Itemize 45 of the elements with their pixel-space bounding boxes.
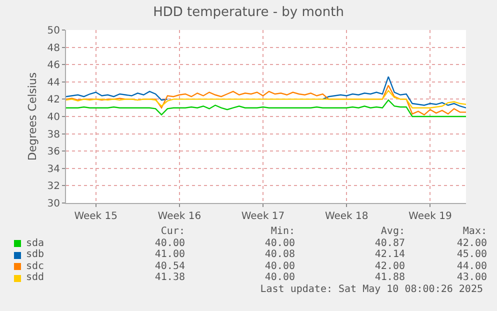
text: Cur:	[160, 226, 185, 238]
y-tick-label: 46	[47, 60, 60, 72]
text: 42.00	[374, 260, 405, 272]
y-tick-label: 40	[47, 112, 60, 123]
y-tick-label: 36	[47, 146, 60, 158]
x-tick-label: Week 17	[241, 211, 285, 222]
text: 40.08	[264, 249, 295, 261]
line-series	[66, 99, 466, 118]
legend-label: sdc	[26, 260, 44, 272]
text: 45.00	[456, 249, 487, 261]
y-tick-label: 38	[47, 129, 60, 140]
text: 40.87	[374, 238, 405, 250]
text: 41.88	[374, 272, 405, 284]
text: 40.00	[264, 272, 295, 284]
legend-label: sda	[26, 238, 44, 249]
text: Min:	[270, 226, 295, 238]
x-tick-label: Week 18	[324, 211, 368, 222]
text: 40.54	[154, 260, 185, 272]
legend-label: sdb	[26, 249, 44, 261]
text: 40.00	[264, 238, 295, 250]
y-tick-label: 30	[47, 198, 60, 210]
text: 44.00	[456, 260, 487, 272]
text: 40.00	[264, 260, 295, 272]
text: Max:	[462, 226, 487, 238]
x-tick-label: Week 16	[158, 211, 202, 222]
y-tick-label: 34	[47, 164, 60, 175]
legend-label: sdd	[26, 272, 44, 284]
chart-title: HDD temperature - by month	[153, 5, 344, 20]
line-series	[66, 90, 466, 108]
text: Avg:	[380, 226, 405, 238]
text: 42.14	[374, 249, 405, 261]
y-tick-label: 42	[47, 94, 60, 106]
text: 41.00	[154, 249, 185, 261]
text: 40.00	[154, 238, 185, 250]
y-tick-label: 50	[47, 26, 60, 36]
y-tick-label: 44	[47, 77, 60, 88]
x-tick-label: Week 15	[74, 211, 118, 222]
text: 41.38	[154, 272, 185, 284]
y-axis-title: Degrees Celsius	[26, 72, 39, 161]
text: Last update: Sat May 10 08:00:26 2025	[260, 284, 483, 296]
text: 43.00	[456, 272, 487, 284]
y-tick-label: 32	[47, 181, 60, 192]
y-tick-label: 48	[47, 42, 60, 54]
x-tick-label: Week 19	[408, 211, 452, 222]
text: 42.00	[456, 238, 487, 250]
